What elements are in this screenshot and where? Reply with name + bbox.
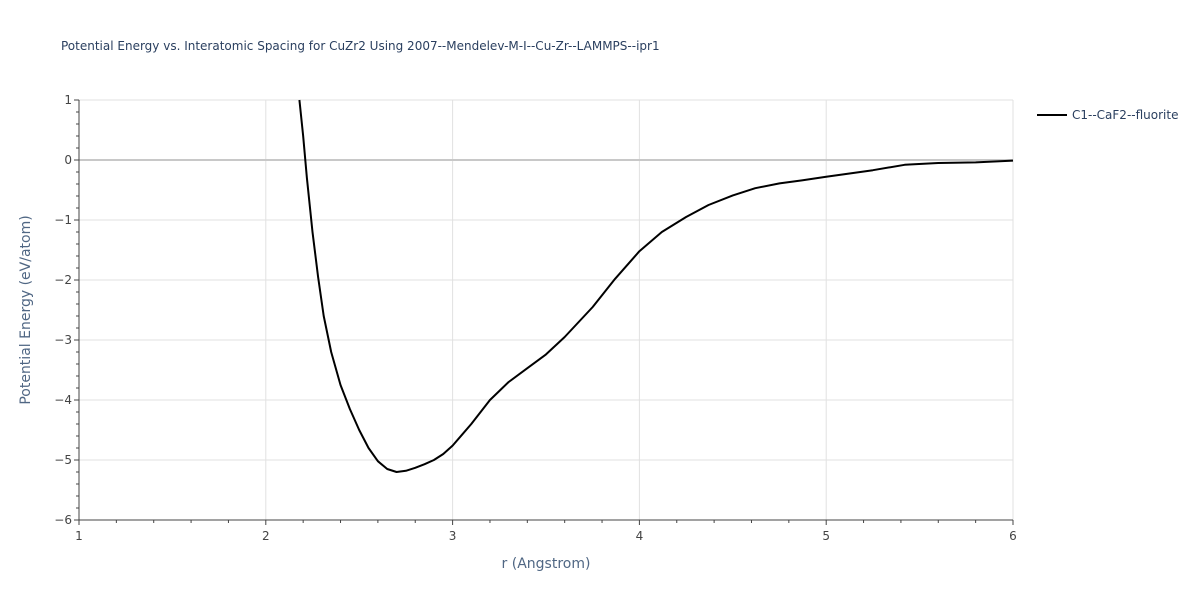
x-tick-label: 3 [449, 529, 457, 543]
x-tick-label: 6 [1009, 529, 1017, 543]
y-tick-label: 0 [64, 153, 72, 167]
x-tick-label: 4 [636, 529, 644, 543]
axis-layer [74, 99, 1014, 525]
x-tick-label: 2 [262, 529, 270, 543]
series-line[interactable] [298, 99, 1014, 473]
series-layer [298, 99, 1014, 473]
y-tick-label: −4 [54, 393, 72, 407]
y-tick-label: −6 [54, 513, 72, 527]
y-tick-label: −5 [54, 453, 72, 467]
y-tick-label: −2 [54, 273, 72, 287]
grid-layer [79, 99, 1014, 520]
y-axis-title: Potential Energy (eV/atom) [18, 215, 34, 404]
y-tick-label: −3 [54, 333, 72, 347]
x-tick-label: 5 [822, 529, 830, 543]
y-tick-label: −1 [54, 213, 72, 227]
x-axis-title: r (Angstrom) [502, 556, 591, 572]
legend-label: C1--CaF2--fluorite [1072, 108, 1178, 122]
y-tick-label: 1 [64, 93, 72, 107]
chart-title: Potential Energy vs. Interatomic Spacing… [61, 39, 660, 53]
tick-layer: 1 2 3 4 5 6 1 0 −1 −2 −3 −4 −5 −6 [54, 93, 1017, 543]
legend[interactable]: C1--CaF2--fluorite [1037, 108, 1178, 122]
x-tick-label: 1 [75, 529, 83, 543]
